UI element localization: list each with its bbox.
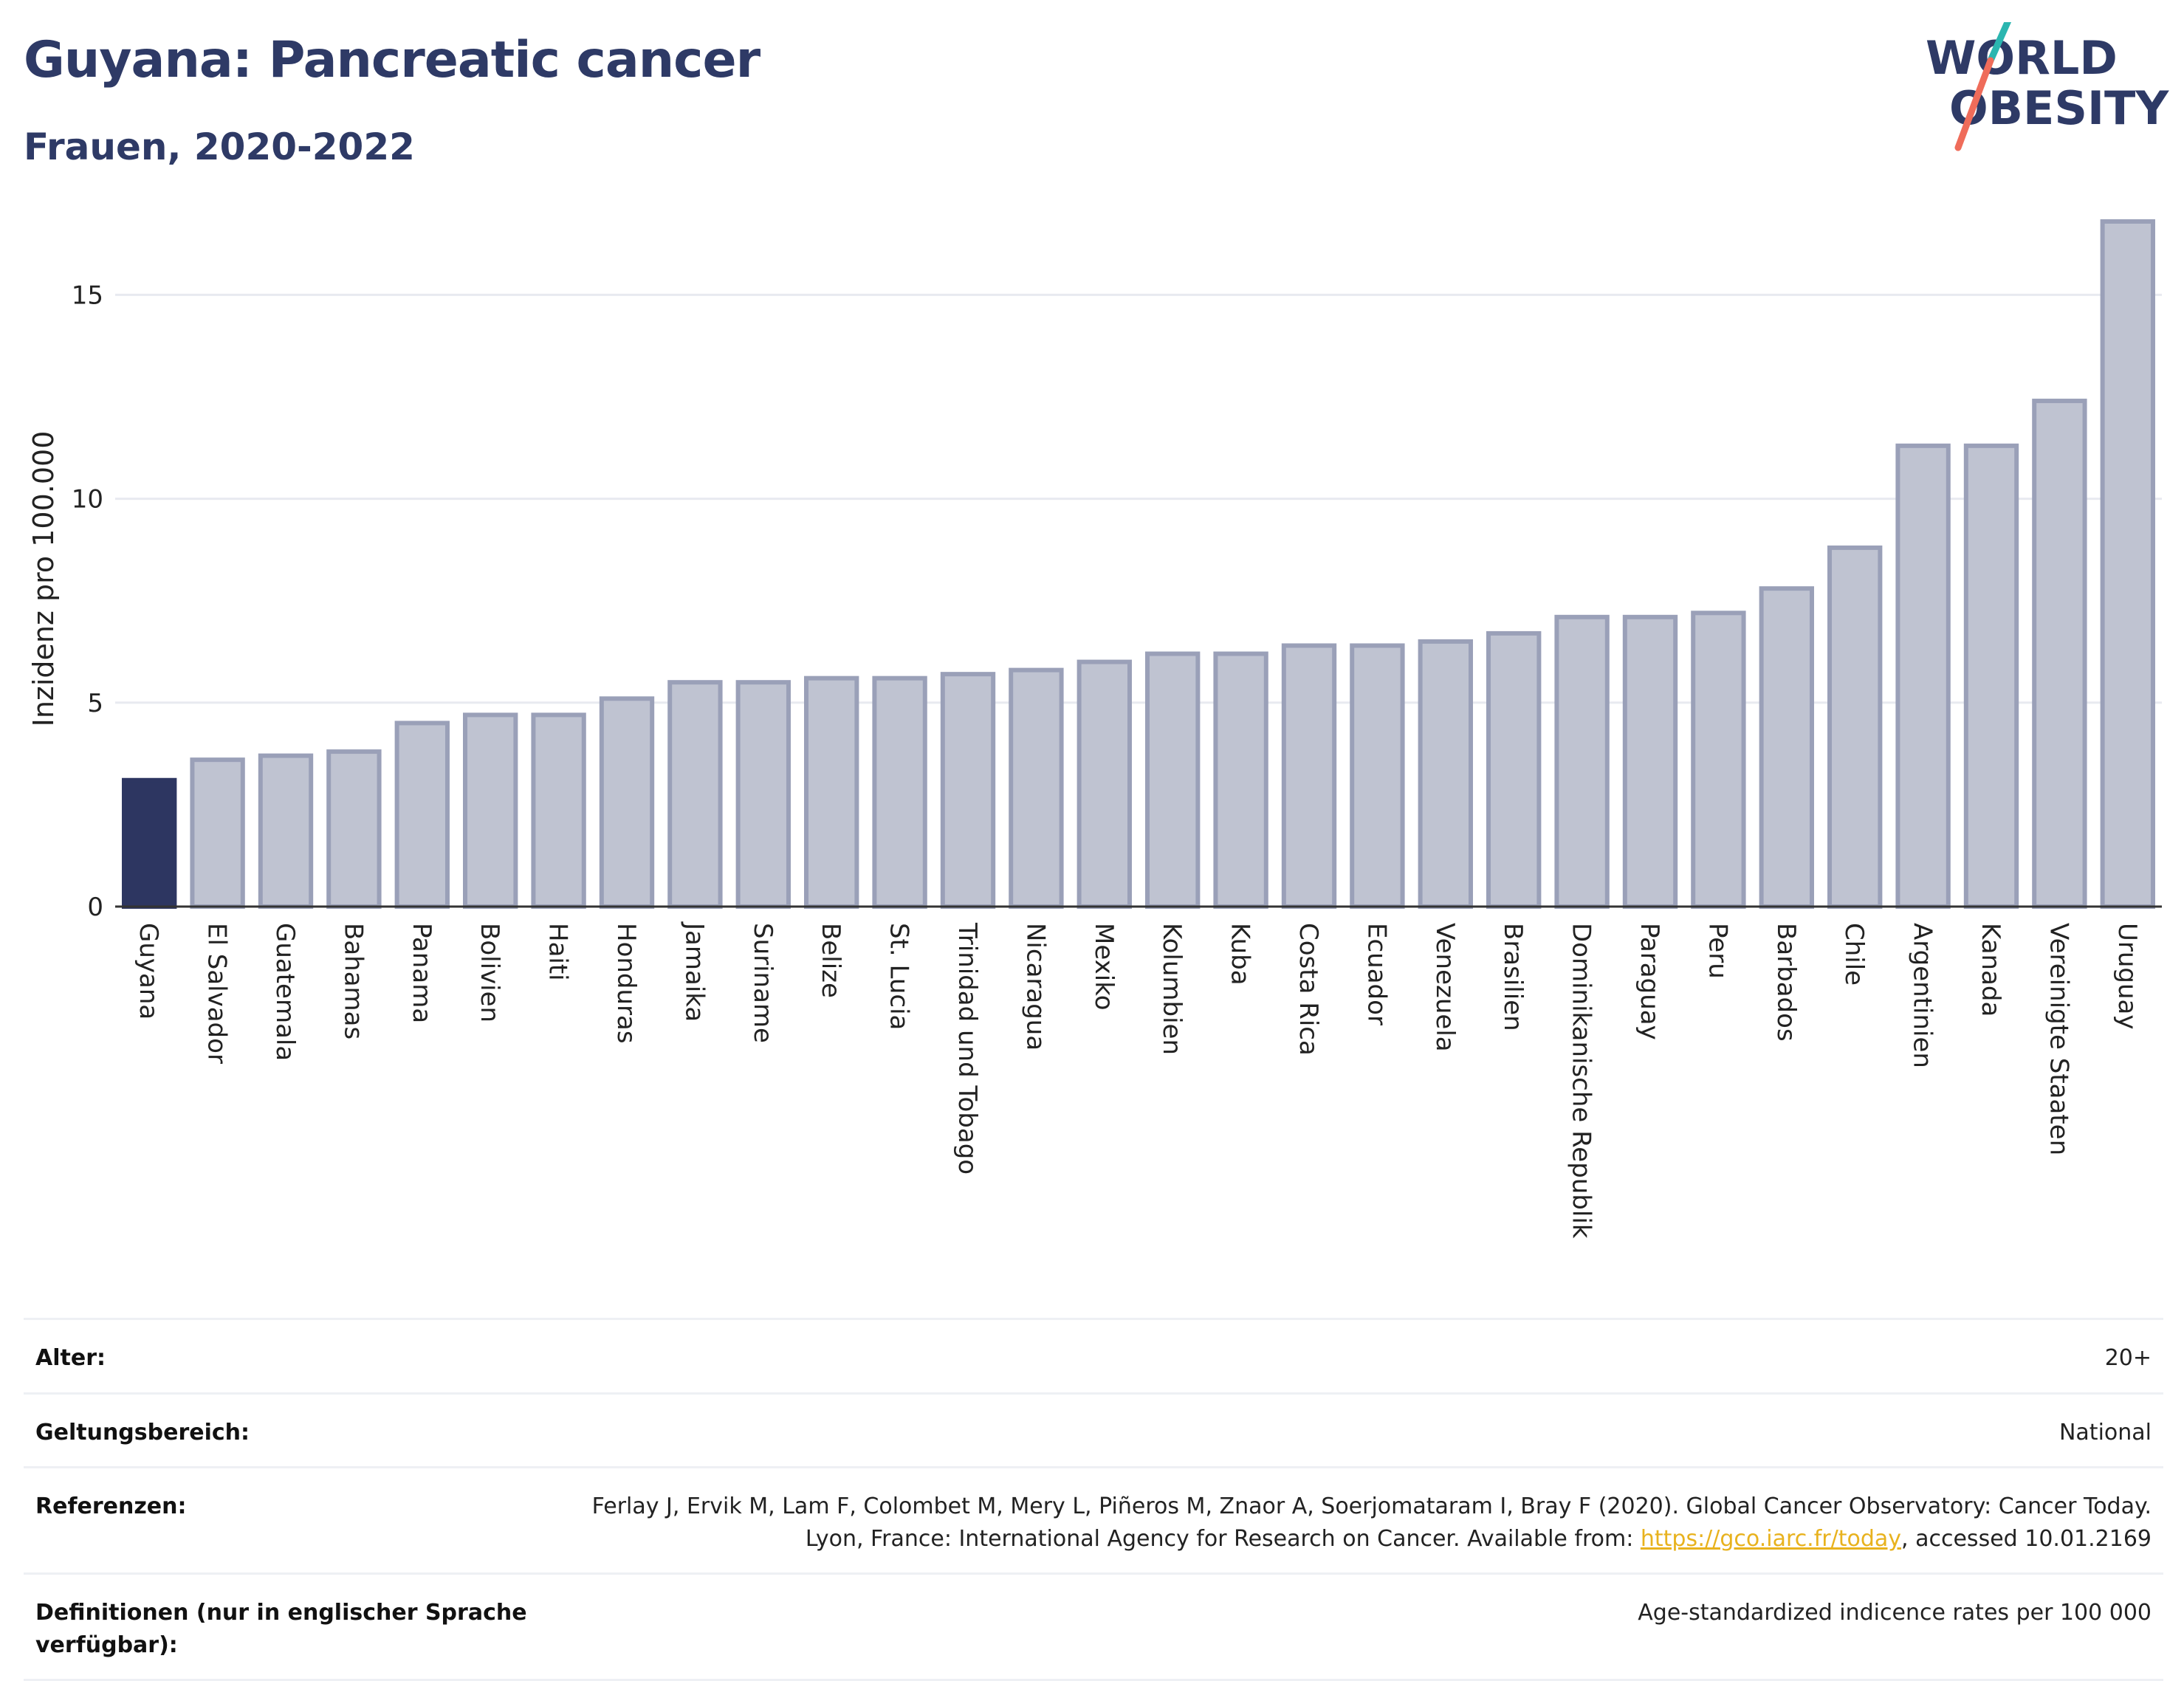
- bar: [1691, 611, 1746, 909]
- bar: [1963, 443, 2019, 909]
- x-tick-label: Suriname: [748, 923, 777, 1043]
- x-tick-label: Panama: [407, 923, 436, 1023]
- bar: [2100, 219, 2155, 909]
- logo-slash-teal: [1987, 22, 2012, 64]
- bar: [1145, 651, 1201, 909]
- bar: [2032, 399, 2087, 909]
- x-tick-label: Mexiko: [1089, 923, 1119, 1011]
- x-tick-label: Haiti: [543, 923, 573, 981]
- meta-label: Definitionen (nur in englischer Sprache …: [35, 1600, 527, 1658]
- y-axis-label: Inzidenz pro 100.000: [27, 431, 60, 727]
- x-tick-label: Honduras: [611, 923, 641, 1044]
- bar: [1213, 651, 1268, 909]
- x-tick-label: St. Lucia: [885, 923, 914, 1030]
- x-tick-label: Bahamas: [338, 923, 368, 1039]
- bar: [804, 676, 859, 910]
- bar: [122, 777, 177, 910]
- bar: [940, 672, 996, 910]
- meta-value: Age-standardized indicence rates per 100…: [1638, 1600, 2152, 1626]
- bar: [258, 753, 314, 909]
- bar: [1486, 630, 1542, 910]
- meta-value: National: [2058, 1419, 2152, 1445]
- x-tick-label: Brasilien: [1498, 923, 1528, 1031]
- bar: [1554, 614, 1610, 909]
- bar: [599, 696, 655, 909]
- meta-label: Alter:: [35, 1345, 106, 1371]
- world-obesity-logo: WORLD OBESITY: [1926, 22, 2169, 151]
- x-tick-label: Vereinigte Staaten: [2044, 923, 2073, 1155]
- x-tick-label: Venezuela: [1430, 923, 1460, 1052]
- x-tick-label: Kolumbien: [1157, 923, 1187, 1055]
- x-tick-label: Dominikanische Republik: [1567, 923, 1596, 1239]
- meta-row-age: Alter: 20+: [24, 1318, 2163, 1392]
- bar: [1281, 643, 1337, 909]
- bar: [326, 749, 382, 909]
- meta-row-references: Referenzen: Ferlay J, Ervik M, Lam F, Co…: [24, 1466, 2163, 1572]
- x-tick-label: Guyana: [134, 923, 163, 1020]
- y-tick-label: 5: [87, 689, 103, 718]
- bar-chart: 0 5 10 15 Inzidenz pro 100.000 Guyana El Salva…: [27, 219, 2162, 1239]
- x-tick-label: El Salvador: [202, 923, 232, 1064]
- x-tick-label: Chile: [1839, 923, 1869, 986]
- meta-label: Geltungsbereich:: [35, 1419, 250, 1445]
- chart-subtitle: Frauen, 2020-2022: [24, 126, 415, 168]
- x-tick-label: Nicaragua: [1020, 923, 1050, 1051]
- x-tick-label: Belize: [816, 923, 845, 998]
- meta-value: 20+: [2104, 1345, 2152, 1371]
- bar: [1827, 545, 1883, 910]
- x-tick-label: Costa Rica: [1294, 923, 1323, 1056]
- x-tick-label: Argentinien: [1908, 923, 1937, 1068]
- x-tick-label: Jamaika: [679, 921, 709, 1022]
- bar: [735, 680, 791, 909]
- reference-link[interactable]: https://gco.iarc.fr/today: [1640, 1525, 1902, 1552]
- metadata-table: Alter: 20+ Geltungsbereich: National Ref…: [24, 1318, 2163, 1681]
- logo-line2: OBESITY: [1949, 81, 2169, 135]
- x-tick-label: Bolivien: [475, 923, 504, 1022]
- bar: [1009, 667, 1064, 909]
- bar: [1350, 643, 1405, 909]
- bar: [1622, 614, 1678, 909]
- x-tick-label: Kanada: [1976, 923, 2005, 1017]
- meta-row-scope: Geltungsbereich: National: [24, 1392, 2163, 1467]
- bar: [1418, 639, 1473, 909]
- bar: [531, 712, 586, 910]
- x-tick-label: Uruguay: [2112, 923, 2142, 1030]
- y-tick-label: 0: [87, 893, 103, 922]
- reference-suffix: , accessed 10.01.2169: [1901, 1525, 2152, 1552]
- y-tick-label: 10: [72, 485, 103, 515]
- logo-line1: WORLD: [1926, 31, 2118, 85]
- bar: [1076, 659, 1132, 909]
- y-tick-label: 15: [72, 281, 103, 310]
- bar: [1895, 443, 1951, 909]
- bar: [463, 712, 518, 910]
- meta-value: Ferlay J, Ervik M, Lam F, Colombet M, Me…: [564, 1491, 2152, 1555]
- bar: [872, 676, 927, 910]
- meta-label: Referenzen:: [35, 1493, 187, 1519]
- x-tick-label: Paraguay: [1635, 923, 1664, 1040]
- x-tick-label: Ecuador: [1361, 923, 1391, 1025]
- reference-text: Ferlay J, Ervik M, Lam F, Colombet M, Me…: [591, 1493, 2152, 1552]
- logo-slash-coral: [1954, 57, 1994, 151]
- x-tick-label: Peru: [1703, 923, 1732, 979]
- x-tick-label: Barbados: [1771, 923, 1801, 1042]
- x-tick-label: Trinidad und Tobago: [952, 922, 982, 1175]
- bar: [1759, 586, 1814, 910]
- x-tick-label: Guatemala: [270, 923, 300, 1061]
- bar: [190, 757, 245, 909]
- x-tick-label: Kuba: [1226, 923, 1255, 986]
- bar: [667, 680, 723, 909]
- chart-title: Guyana: Pancreatic cancer: [24, 31, 760, 89]
- bar: [394, 721, 450, 910]
